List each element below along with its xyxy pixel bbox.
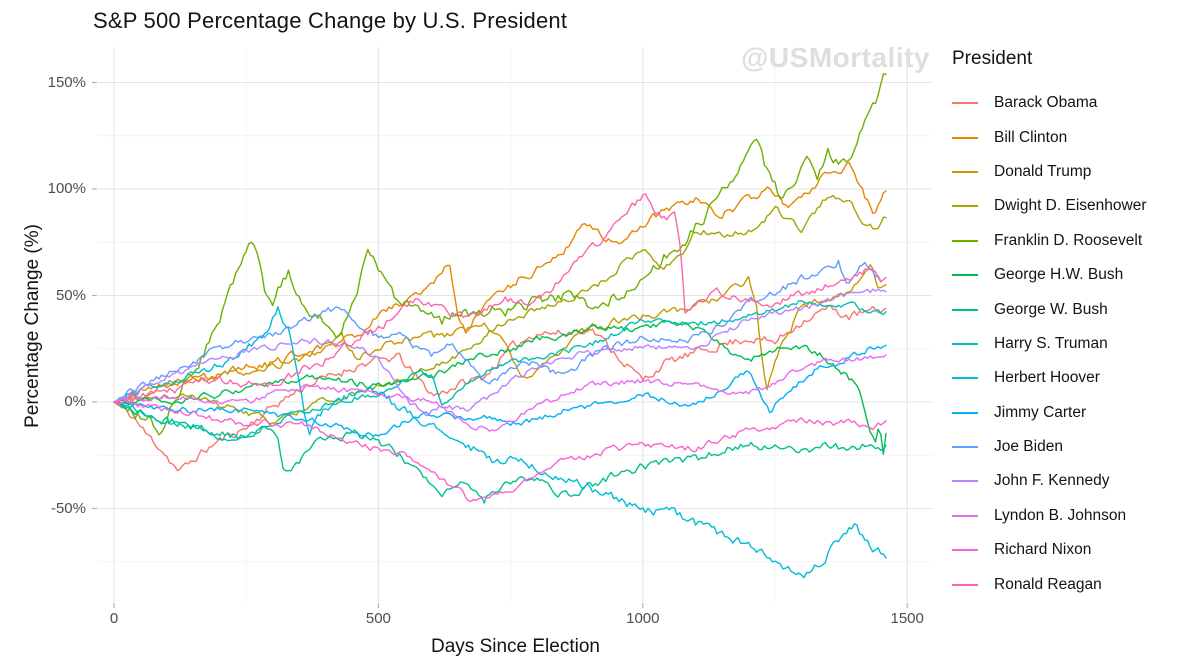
- legend-label: Donald Trump: [994, 162, 1092, 180]
- series-line-barack-obama: [113, 304, 887, 472]
- legend-item-richard-nixon: Richard Nixon: [952, 533, 1146, 567]
- x-tick-label: 1500: [890, 610, 924, 627]
- legend-label: Lyndon B. Johnson: [994, 506, 1127, 524]
- legend-items: Barack Obama Bill Clinton Donald Trump Dwig…: [952, 86, 1146, 602]
- legend-label: Dwight D. Eisenhower: [994, 197, 1147, 215]
- legend-item-george-w-bush: George W. Bush: [952, 292, 1146, 326]
- x-tick-label: 0: [109, 610, 119, 627]
- legend-label: Ronald Reagan: [994, 575, 1102, 593]
- y-tick-label: 150%: [47, 73, 86, 91]
- series-line-richard-nixon: [113, 400, 887, 503]
- legend-item-barack-obama: Barack Obama: [952, 86, 1146, 120]
- legend-swatch: [952, 377, 978, 380]
- legend-swatch: [952, 308, 978, 311]
- series-line-lyndon-b-johnson: [113, 354, 887, 432]
- legend-item-ronald-reagan: Ronald Reagan: [952, 567, 1146, 601]
- y-tick-label: 100%: [47, 180, 86, 197]
- series-line-george-w-bush: [113, 401, 887, 504]
- legend-item-donald-trump: Donald Trump: [952, 155, 1146, 189]
- y-tick-label: 0%: [64, 393, 86, 410]
- legend-swatch: [952, 170, 978, 173]
- legend-swatch: [952, 583, 978, 586]
- series-line-bill-clinton: [113, 161, 887, 403]
- series-line-herbert-hoover: [113, 306, 887, 579]
- legend-swatch: [952, 239, 978, 242]
- legend-swatch: [952, 514, 978, 517]
- legend-swatch: [952, 549, 978, 552]
- legend: President Barack Obama Bill Clinton Donald…: [952, 48, 1146, 602]
- legend-item-john-f-kennedy: John F. Kennedy: [952, 464, 1146, 498]
- legend-swatch: [952, 102, 978, 105]
- series-line-dwight-d-eisenhower: [113, 194, 887, 425]
- legend-swatch: [952, 411, 978, 414]
- legend-label: John F. Kennedy: [994, 472, 1110, 490]
- legend-item-lyndon-b-johnson: Lyndon B. Johnson: [952, 499, 1146, 533]
- legend-item-dwight-d-eisenhower: Dwight D. Eisenhower: [952, 189, 1146, 223]
- legend-label: George H.W. Bush: [994, 266, 1124, 284]
- x-tick-label: 500: [365, 610, 391, 627]
- legend-label: Barack Obama: [994, 94, 1098, 112]
- legend-item-herbert-hoover: Herbert Hoover: [952, 361, 1146, 395]
- legend-label: Jimmy Carter: [994, 403, 1087, 421]
- legend-label: George W. Bush: [994, 300, 1108, 318]
- legend-swatch: [952, 446, 978, 449]
- series-line-harry-s-truman: [113, 299, 887, 442]
- series-line-franklin-d-roosevelt: [113, 73, 887, 436]
- legend-item-george-h-w-bush: George H.W. Bush: [952, 258, 1146, 292]
- legend-item-franklin-d-roosevelt: Franklin D. Roosevelt: [952, 224, 1146, 258]
- series-line-john-f-kennedy: [113, 288, 887, 417]
- legend-label: Joe Biden: [994, 438, 1063, 456]
- series-line-donald-trump: [113, 264, 887, 403]
- series-line-george-h-w-bush: [113, 319, 887, 455]
- legend-item-joe-biden: Joe Biden: [952, 430, 1146, 464]
- y-tick-label: -50%: [50, 499, 86, 517]
- legend-label: Bill Clinton: [994, 128, 1068, 146]
- legend-swatch: [952, 274, 978, 277]
- legend-swatch: [952, 342, 978, 345]
- legend-label: Herbert Hoover: [994, 369, 1100, 387]
- legend-label: Franklin D. Roosevelt: [994, 231, 1143, 249]
- legend-swatch: [952, 205, 978, 208]
- y-tick-label: 50%: [55, 286, 86, 304]
- legend-item-harry-s-truman: Harry S. Truman: [952, 327, 1146, 361]
- chart-title: S&P 500 Percentage Change by U.S. Presid…: [93, 8, 568, 33]
- legend-swatch: [952, 136, 978, 139]
- legend-item-bill-clinton: Bill Clinton: [952, 120, 1146, 154]
- legend-swatch: [952, 480, 978, 483]
- x-axis-title: Days Since Election: [431, 636, 600, 657]
- x-tick-label: 1000: [626, 610, 660, 627]
- legend-label: Richard Nixon: [994, 541, 1092, 559]
- y-axis-title: Percentage Change (%): [22, 224, 43, 428]
- legend-item-jimmy-carter: Jimmy Carter: [952, 396, 1146, 430]
- legend-label: Harry S. Truman: [994, 334, 1108, 352]
- series-line-ronald-reagan: [113, 193, 887, 403]
- legend-title: President: [952, 48, 1033, 69]
